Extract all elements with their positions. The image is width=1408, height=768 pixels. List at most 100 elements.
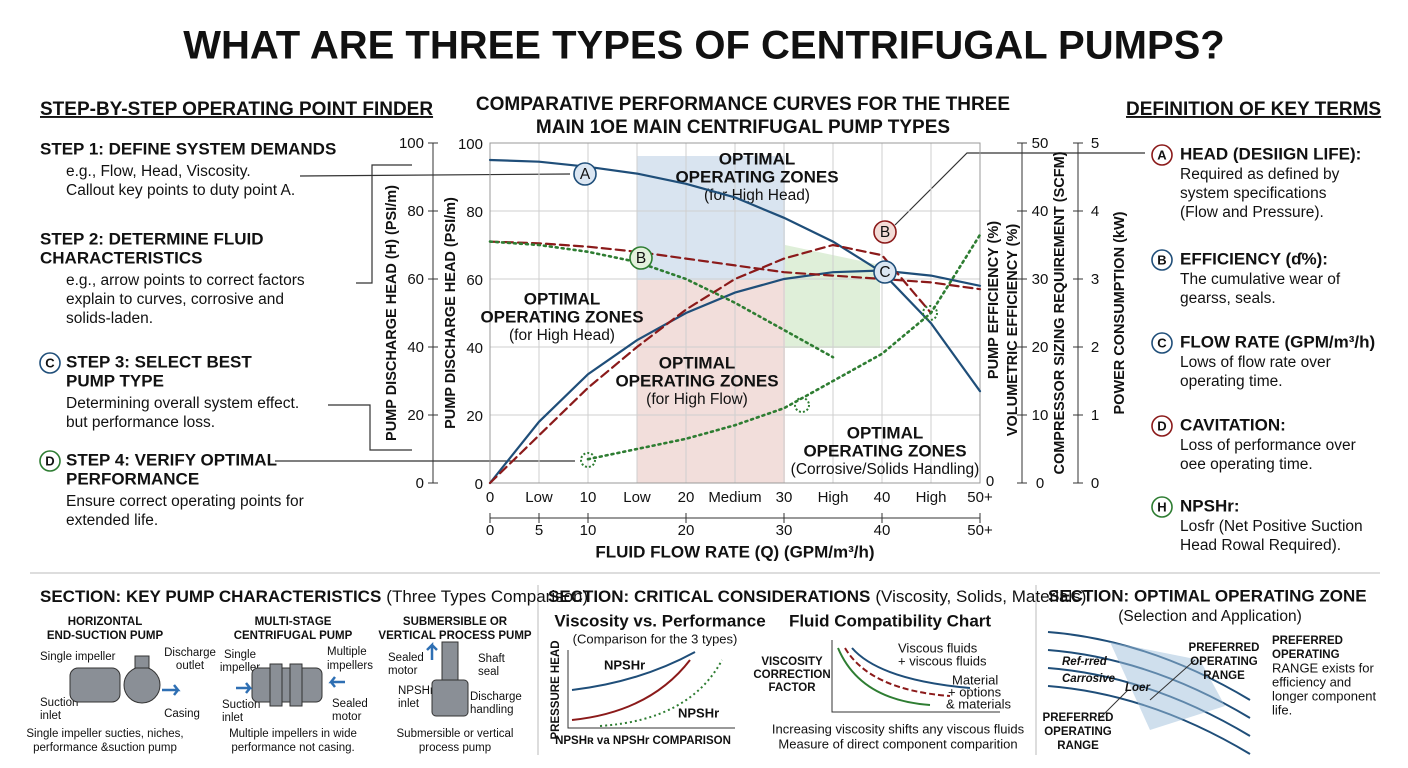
pump-callout: motor (332, 711, 362, 723)
section-sub: (Viscosity, Solids, Materials) (875, 587, 1086, 606)
zone-note: RANGE exists for (1272, 660, 1375, 675)
series-line (488, 158, 982, 393)
badge-circle (1151, 496, 1173, 518)
mini-y-label: VISCOSITY (761, 656, 823, 668)
pump-title: SUBMERSIBLE OR (403, 616, 508, 628)
x-tick-label: 50+ (967, 489, 993, 506)
badge-circle (39, 450, 61, 472)
x-tick-label: 30 (776, 489, 793, 506)
badge-circle (1151, 415, 1173, 437)
y-tick-label: 20 (466, 408, 483, 425)
def-text: operating time. (1180, 373, 1283, 390)
zone-note: longer component (1272, 688, 1376, 703)
zone-label: Ref-rred (1062, 656, 1108, 668)
chart-title: MAIN 1OE MAIN CENTRIFUGAL PUMP TYPES (536, 117, 950, 138)
zone-callout: OPERATING (1044, 726, 1112, 738)
pump-callout: outlet (176, 660, 205, 672)
badge-letter: C (1157, 335, 1167, 350)
plot-frame (489, 142, 981, 484)
pump-callout: Sealed (388, 652, 424, 664)
zone-label: OPTIMAL (659, 353, 736, 372)
x-tick-label: High (818, 489, 849, 506)
y-tick-label: 80 (407, 203, 424, 220)
curve-label: & materials (946, 696, 1012, 711)
zone-high-flow (637, 280, 785, 483)
y-tick-label: 0 (416, 475, 424, 492)
pump-outlet (134, 655, 150, 669)
def-term: EFFICIENCY (ɗ%): (1180, 249, 1328, 268)
pump-callout: motor (388, 665, 418, 677)
mini-curve (844, 647, 951, 697)
badge-letter: H (1157, 499, 1166, 514)
curve-label: + viscous fluids (898, 653, 987, 668)
mini-y-label: FACTOR (768, 682, 816, 694)
marker-circle (629, 246, 653, 270)
section-heading: SECTION: OPTIMAL OPERATING ZONE (1048, 586, 1367, 605)
def-term: CAVITATION: (1180, 415, 1286, 434)
badge-letter: A (1157, 147, 1167, 162)
pump-caption: Multiple impellers in wide (229, 728, 357, 740)
flow-arrow (426, 641, 438, 660)
zone-note: PREFERRED (1272, 635, 1343, 647)
pump-volute (123, 666, 161, 704)
x2-tick-label: 0 (486, 522, 494, 539)
pump-caption: performance &suction pump (33, 742, 177, 754)
step-text: Ensure correct operating points for (66, 493, 304, 510)
zone-label: (for High Head) (509, 327, 615, 344)
step-title: STEP 1: DEFINE SYSTEM DEMANDS (40, 139, 336, 158)
zone-diagram (1047, 631, 1251, 755)
y-tick-label: 100 (399, 135, 424, 152)
y3-tick-label: 4 (1091, 203, 1099, 220)
badge-circle (1151, 332, 1173, 354)
step-title: PUMP TYPE (66, 371, 164, 390)
pump-title: VERTICAL PROCESS PUMP (378, 630, 531, 642)
def-text: The cumulative wear of (1180, 271, 1341, 288)
zone-label: (Corrosive/Solids Handling) (791, 461, 980, 478)
badge-circle (1151, 144, 1173, 166)
x2-tick-label: 50+ (967, 522, 993, 539)
mini-y-label: CORRECTION (753, 669, 830, 681)
axis (567, 650, 735, 729)
x-tick-label: 10 (580, 489, 597, 506)
zone-label: Loer (1125, 682, 1150, 694)
def-text: gearss, seals. (1180, 290, 1276, 307)
pump-callout: Discharge (470, 691, 522, 703)
connector (894, 152, 1145, 226)
marker-label: B (636, 250, 646, 267)
mini-y-label: PRESSURE HEAD (550, 640, 562, 739)
step-text: e.g., arrow points to correct factors (66, 272, 305, 289)
marker-circle (873, 220, 897, 244)
section-title: SECTION: KEY PUMP CHARACTERISTICS (40, 587, 381, 606)
zone-callout: PREFERRED (1189, 642, 1260, 654)
series-line (488, 240, 982, 291)
pump-motor (431, 679, 469, 717)
pump-title: HORIZONTAL (68, 616, 143, 628)
y-tick-label: 60 (407, 271, 424, 288)
def-text: (Flow and Pressure). (1180, 204, 1324, 221)
y2-axis-label: VOLUMETRIC EFFICIENCY (%) (1005, 224, 1021, 437)
pump-title: MULTI-STAGE (255, 616, 332, 628)
flow-arrow (162, 684, 181, 696)
y3-tick-label: 2 (1091, 339, 1099, 356)
zone-label: OPTIMAL (719, 149, 796, 168)
step-text: e.g., Flow, Head, Viscosity. (66, 163, 251, 180)
y3-axis-label: POWER CONSUMPTION (kW) (1112, 211, 1128, 414)
sub-title: Fluid Compatibility Chart (789, 611, 991, 630)
mini-curve (571, 651, 696, 691)
y-tick-label: 20 (407, 407, 424, 424)
pump-stage (289, 663, 303, 707)
pump-callout: inlet (40, 710, 62, 722)
step-text: Determining overall system effect. (66, 395, 299, 412)
zone-note: OPERATING (1272, 649, 1340, 661)
point-ring (580, 452, 596, 468)
pointer (1099, 659, 1196, 719)
pump-title: CENTRIFUGAL PUMP (234, 630, 353, 642)
step-title: STEP 3: SELECT BEST (66, 352, 252, 371)
badge-letter: C (45, 355, 55, 370)
pump-callout: inlet (398, 698, 420, 710)
def-text: Lows of flow rate over (1180, 354, 1331, 371)
pump-callout: Sealed (332, 698, 368, 710)
def-text: Head Rowal Required). (1180, 537, 1341, 554)
zone-note: life. (1272, 702, 1292, 717)
pump-caption: Submersible or vertical (397, 728, 514, 740)
